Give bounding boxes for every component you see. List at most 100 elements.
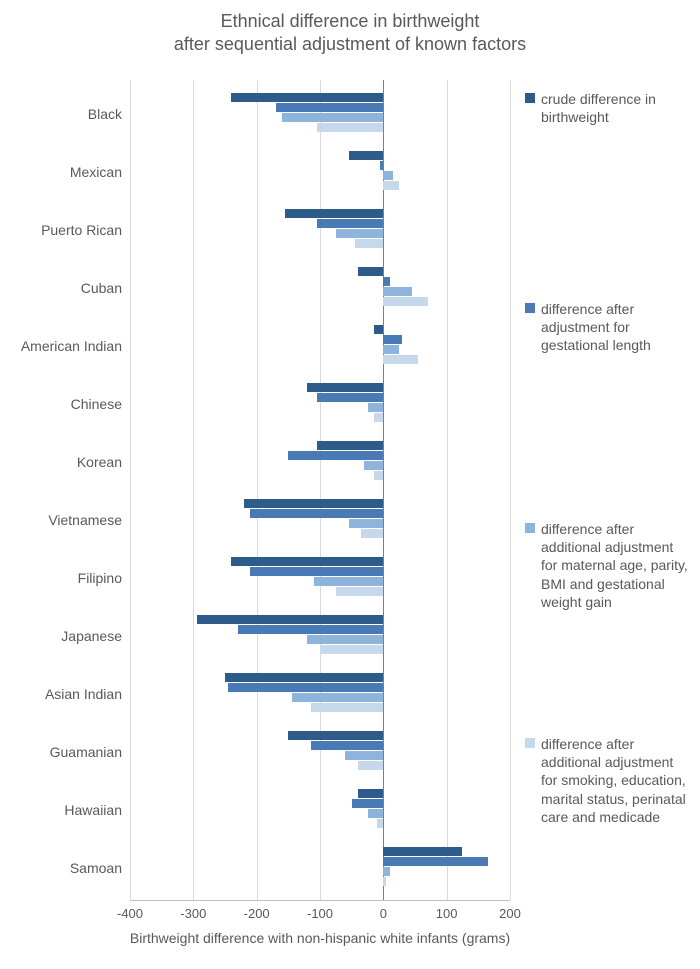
category-group: Chinese	[130, 375, 510, 433]
bar	[383, 335, 402, 344]
bar	[317, 441, 384, 450]
bar	[292, 693, 384, 702]
bar	[377, 819, 383, 828]
category-label: Guamanian	[50, 744, 122, 760]
category-group: Filipino	[130, 549, 510, 607]
bar	[307, 383, 383, 392]
bar	[364, 461, 383, 470]
category-group: Korean	[130, 433, 510, 491]
bar	[383, 857, 488, 866]
category-group: Hawaiian	[130, 781, 510, 839]
chart-container: Ethnical difference in birthweight after…	[0, 0, 700, 969]
category-group: Black	[130, 85, 510, 143]
bar	[352, 799, 384, 808]
bar	[361, 529, 383, 538]
bar	[374, 413, 384, 422]
bar	[197, 615, 384, 624]
category-label: Vietnamese	[48, 512, 122, 528]
plot-area: Birthweight difference with non-hispanic…	[130, 80, 510, 901]
legend-item: crude difference in birthweight	[525, 90, 690, 126]
x-tick-label: -400	[117, 906, 143, 921]
legend-item: difference after adjustment for gestatio…	[525, 300, 690, 355]
category-label: Black	[88, 106, 122, 122]
x-axis-label: Birthweight difference with non-hispanic…	[130, 930, 510, 946]
legend-swatch	[525, 93, 535, 103]
bar	[380, 161, 383, 170]
bar	[383, 867, 389, 876]
category-group: Vietnamese	[130, 491, 510, 549]
bar	[383, 345, 399, 354]
x-tick-label: -300	[180, 906, 206, 921]
bar	[317, 123, 384, 132]
bar	[231, 557, 383, 566]
bar	[358, 267, 383, 276]
bar	[282, 113, 383, 122]
bar	[307, 635, 383, 644]
bar	[383, 277, 389, 286]
bar	[374, 471, 384, 480]
bar	[276, 103, 384, 112]
bar	[383, 287, 412, 296]
bar	[320, 645, 383, 654]
bar	[225, 673, 383, 682]
bar	[383, 847, 462, 856]
bar	[345, 751, 383, 760]
bar	[317, 219, 384, 228]
bar	[358, 789, 383, 798]
chart-title: Ethnical difference in birthweight after…	[0, 0, 700, 57]
category-label: American Indian	[21, 338, 122, 354]
bar	[231, 93, 383, 102]
bar	[383, 877, 386, 886]
bar	[355, 239, 384, 248]
title-line-1: Ethnical difference in birthweight	[221, 11, 480, 31]
category-label: Puerto Rican	[41, 222, 122, 238]
category-label: Korean	[77, 454, 122, 470]
legend-text: crude difference in birthweight	[541, 90, 690, 126]
category-group: Cuban	[130, 259, 510, 317]
x-tick-label: 0	[380, 906, 387, 921]
bar	[250, 509, 383, 518]
legend-text: difference after adjustment for gestatio…	[541, 300, 690, 355]
category-group: Asian Indian	[130, 665, 510, 723]
category-label: Asian Indian	[45, 686, 122, 702]
bar	[336, 229, 384, 238]
legend-swatch	[525, 738, 535, 748]
bar	[250, 567, 383, 576]
category-group: Mexican	[130, 143, 510, 201]
bar	[288, 731, 383, 740]
category-group: American Indian	[130, 317, 510, 375]
bar	[349, 519, 384, 528]
legend-item: difference after additional adjustment f…	[525, 735, 690, 826]
bar	[383, 355, 418, 364]
x-tick-label: 100	[436, 906, 458, 921]
category-label: Samoan	[70, 860, 122, 876]
title-line-2: after sequential adjustment of known fac…	[174, 34, 526, 54]
legend-text: difference after additional adjustment f…	[541, 520, 690, 611]
bar	[285, 209, 383, 218]
x-tick-label: -200	[244, 906, 270, 921]
bar	[374, 325, 384, 334]
category-label: Hawaiian	[64, 802, 122, 818]
legend-item: difference after additional adjustment f…	[525, 520, 690, 611]
category-group: Samoan	[130, 839, 510, 897]
category-group: Guamanian	[130, 723, 510, 781]
bar	[238, 625, 384, 634]
x-tick-label: 200	[499, 906, 521, 921]
bar	[314, 577, 384, 586]
category-label: Cuban	[81, 280, 122, 296]
bar	[228, 683, 383, 692]
category-label: Filipino	[78, 570, 122, 586]
bar	[383, 171, 393, 180]
bar	[244, 499, 383, 508]
category-label: Chinese	[71, 396, 122, 412]
bar	[368, 403, 384, 412]
bar	[317, 393, 384, 402]
x-tick-label: -100	[307, 906, 333, 921]
bar	[288, 451, 383, 460]
legend-swatch	[525, 523, 535, 533]
bar	[358, 761, 383, 770]
gridline	[510, 80, 511, 900]
bar	[383, 297, 427, 306]
category-group: Puerto Rican	[130, 201, 510, 259]
bar	[383, 181, 399, 190]
